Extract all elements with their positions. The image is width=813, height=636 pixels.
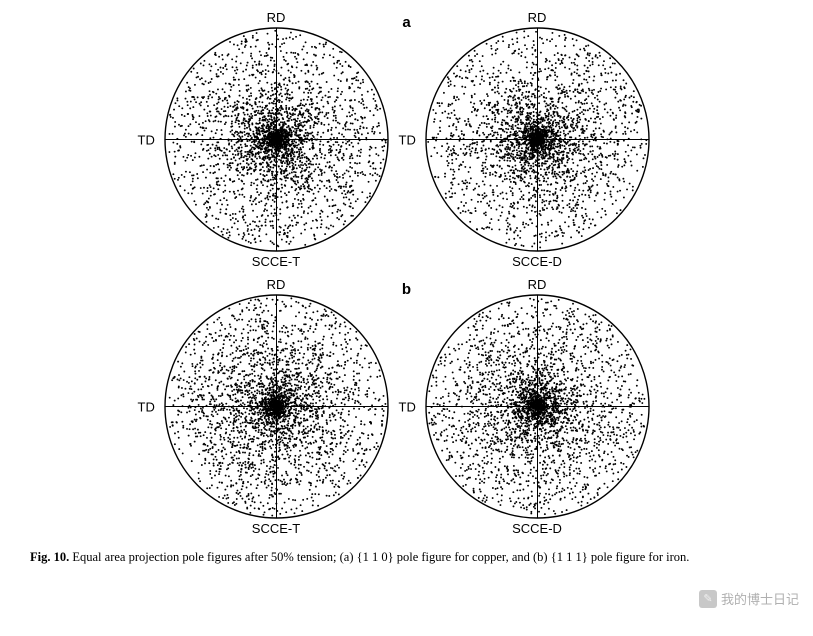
scce-t-label: SCCE-T	[252, 521, 300, 536]
row-label-a: a	[402, 14, 410, 31]
figure-row-b: b RD TD SCCE-T RD TD SCCE-D	[30, 277, 783, 536]
figure-container: a RD TD SCCE-T RD TD SCCE-D b RD TD SCCE…	[0, 0, 813, 536]
rd-label: RD	[267, 277, 286, 292]
panel-a-left: RD TD SCCE-T	[164, 10, 389, 269]
rd-label: RD	[528, 10, 547, 25]
watermark-text: 我的博士日记	[721, 589, 799, 608]
panel-b-right: RD TD SCCE-D	[425, 277, 650, 536]
pole-figure-a-scce-d	[425, 27, 650, 252]
scce-d-label: SCCE-D	[512, 521, 562, 536]
rd-label: RD	[528, 277, 547, 292]
scce-d-label: SCCE-D	[512, 254, 562, 269]
caption-prefix: Fig. 10.	[30, 550, 69, 564]
td-label: TD	[399, 399, 416, 414]
caption-text: Equal area projection pole figures after…	[69, 550, 689, 564]
pole-figure-b-scce-t	[164, 294, 389, 519]
watermark: ✎ 我的博士日记	[699, 589, 799, 608]
watermark-icon: ✎	[699, 590, 717, 608]
pole-figure-b-scce-d	[425, 294, 650, 519]
panel-a-right: RD TD SCCE-D	[425, 10, 650, 269]
pole-figure-a-scce-t	[164, 27, 389, 252]
panel-b-left: RD TD SCCE-T	[164, 277, 389, 536]
td-label: TD	[138, 132, 155, 147]
figure-row-a: a RD TD SCCE-T RD TD SCCE-D	[30, 10, 783, 269]
row-label-b: b	[402, 281, 411, 298]
rd-label: RD	[267, 10, 286, 25]
scce-t-label: SCCE-T	[252, 254, 300, 269]
td-label: TD	[399, 132, 416, 147]
td-label: TD	[138, 399, 155, 414]
figure-caption: Fig. 10. Equal area projection pole figu…	[0, 544, 813, 565]
